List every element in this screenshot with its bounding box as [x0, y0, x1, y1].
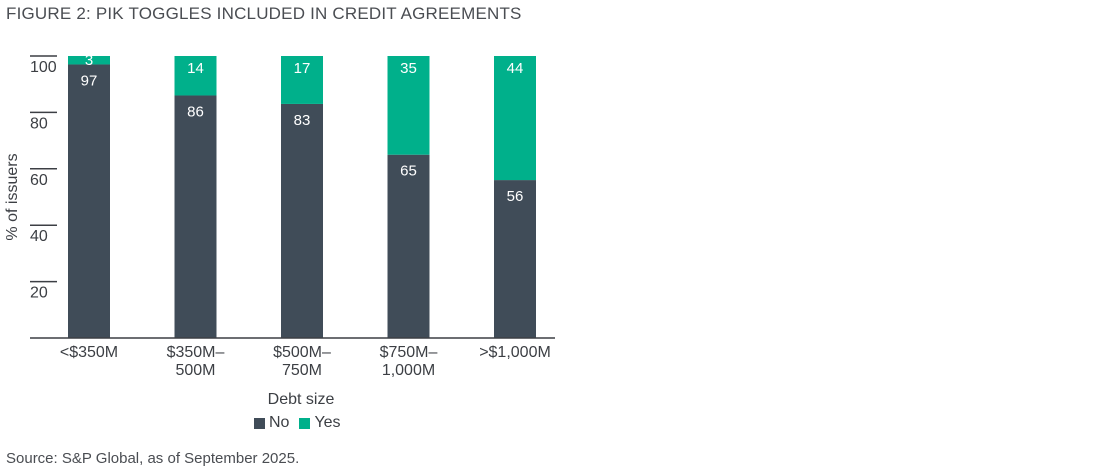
x-tick-label: $500M– [273, 344, 331, 361]
bar-yes [68, 56, 110, 65]
chart-title: FIGURE 2: PIK TOGGLES INCLUDED IN CREDIT… [6, 4, 522, 23]
x-tick-label: <$350M [60, 344, 118, 361]
bar-yes [494, 56, 536, 181]
legend: No Yes [254, 414, 341, 432]
x-tick-label: $750M– [380, 344, 438, 361]
legend-item-no: No [254, 414, 289, 432]
data-label-yes: 17 [294, 60, 311, 77]
y-tick-label: 40 [30, 228, 48, 245]
x-tick-label: 1,000M [382, 362, 435, 379]
x-axis-label: Debt size [268, 391, 335, 408]
bar-no [387, 154, 430, 338]
y-tick-label: 100 [30, 59, 57, 76]
x-tick-label: 750M [282, 362, 322, 379]
legend-swatch-yes [299, 417, 311, 429]
bar-no [174, 95, 217, 338]
legend-swatch-no [254, 417, 265, 429]
bar-no [68, 64, 110, 339]
data-label-no: 83 [294, 112, 311, 129]
legend-label-yes: Yes [314, 414, 341, 431]
y-tick-label: 60 [30, 172, 48, 189]
x-tick-label: >$1,000M [479, 344, 551, 361]
data-label-no: 97 [81, 72, 98, 89]
source-note: Source: S&P Global, as of September 2025… [6, 450, 300, 467]
data-label-no: 65 [400, 163, 417, 180]
x-tick-label: $350M– [167, 344, 225, 361]
y-tick-label: 80 [30, 115, 48, 132]
data-label-yes: 44 [507, 60, 524, 77]
y-tick-label: 20 [30, 285, 48, 302]
x-tick-label: 500M [175, 362, 215, 379]
bar-yes [281, 56, 323, 104]
legend-label-no: No [269, 414, 290, 431]
bar-yes [174, 56, 217, 96]
data-label-yes: 14 [187, 60, 204, 77]
data-label-no: 56 [507, 188, 524, 205]
bar-no [281, 103, 323, 338]
bar-yes [387, 56, 430, 155]
legend-item-yes: Yes [299, 414, 341, 432]
data-label-yes: 3 [85, 52, 93, 69]
data-label-no: 86 [187, 103, 204, 120]
data-label-yes: 35 [400, 60, 417, 77]
y-axis-label: % of issuers [4, 153, 21, 240]
bar-no [494, 180, 536, 338]
